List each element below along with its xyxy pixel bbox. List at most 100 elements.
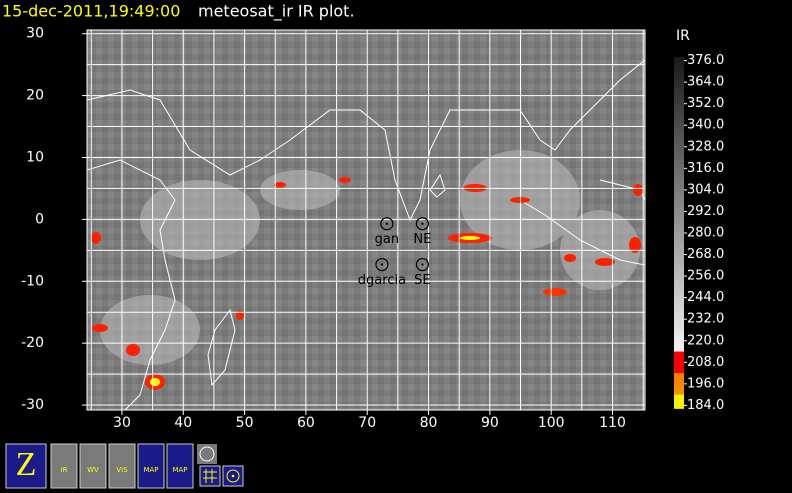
colorbar-segment: [674, 190, 684, 192]
colorbar-tick-label: 292.0: [687, 204, 724, 219]
colorbar-segment: [674, 329, 684, 331]
colorbar-segment: [674, 183, 684, 185]
colorbar-segment: [674, 378, 684, 380]
colorbar-segment: [674, 137, 684, 139]
colorbar-segment: [674, 362, 684, 364]
colorbar-tick-label: 280.0: [687, 226, 724, 241]
colorbar-segment: [674, 406, 684, 408]
colorbar-segment: [674, 118, 684, 120]
colorbar-segment: [674, 60, 684, 62]
colorbar-segment: [674, 244, 684, 246]
toolbar-button[interactable]: [137, 443, 165, 489]
colorbar-segment: [674, 231, 684, 233]
colorbar-segment: [674, 68, 684, 70]
colorbar-segment: [674, 333, 684, 335]
colorbar-segment: [674, 86, 684, 88]
colorbar-segment: [674, 83, 684, 85]
colorbar-segment: [674, 294, 684, 296]
colorbar-segment: [674, 164, 684, 166]
toolbar-button-label: MAP: [143, 466, 158, 474]
colorbar-segment: [674, 145, 684, 147]
colorbar-segment: [674, 153, 684, 155]
colorbar-segment: [674, 127, 684, 129]
colorbar-segment: [674, 234, 684, 236]
colorbar-segment: [674, 334, 684, 336]
colorbar-segment: [674, 167, 684, 169]
colorbar-segment: [674, 314, 684, 316]
colorbar-segment: [674, 381, 684, 383]
x-tick-label: 110: [599, 415, 626, 431]
colorbar-segment: [674, 237, 684, 239]
colorbar-segment: [674, 351, 684, 353]
colorbar-tick-label: 256.0: [687, 269, 724, 284]
colorbar-segment: [674, 108, 684, 110]
colorbar-segment: [674, 191, 684, 193]
colorbar-tick-label: 328.0: [687, 139, 724, 154]
colorbar-segment: [674, 135, 684, 137]
colorbar-segment: [674, 383, 684, 385]
station-marker: [415, 217, 430, 231]
colorbar-segment: [674, 72, 684, 74]
colorbar-segment: [674, 365, 684, 367]
colorbar-segment: [674, 251, 684, 253]
toolbar-button[interactable]: [166, 443, 194, 489]
colorbar-segment: [674, 304, 684, 306]
colorbar-segment: [674, 204, 684, 206]
colorbar-segment: [674, 81, 684, 83]
colorbar-segment: [674, 67, 684, 69]
colorbar-segment: [674, 160, 684, 162]
colorbar-segment: [674, 322, 684, 324]
colorbar-segment: [674, 249, 684, 251]
logo-button[interactable]: [5, 443, 47, 489]
toolbar-button[interactable]: [50, 443, 78, 489]
toolbar-button[interactable]: [79, 443, 107, 489]
colorbar-segment: [674, 199, 684, 201]
colorbar-tick-label: 316.0: [687, 161, 724, 176]
colorbar-segment: [674, 256, 684, 258]
grid-button[interactable]: [199, 465, 221, 487]
colorbar-segment: [674, 368, 684, 370]
colorbar-segment: [674, 305, 684, 307]
colorbar-segment: [674, 69, 684, 71]
x-tick-label: 90: [481, 415, 499, 431]
colorbar-segment: [674, 335, 684, 337]
colorbar-segment: [674, 297, 684, 299]
colorbar-segment: [674, 252, 684, 254]
colorbar-segment: [674, 358, 684, 360]
colorbar-segment: [674, 141, 684, 143]
colorbar-segment: [674, 282, 684, 284]
colorbar-segment: [674, 312, 684, 314]
colorbar-segment: [674, 132, 684, 134]
colorbar-segment: [674, 264, 684, 266]
x-tick-label: 80: [420, 415, 438, 431]
colorbar-segment: [674, 405, 684, 407]
y-tick-label: 30: [26, 26, 44, 42]
colorbar-segment: [674, 391, 684, 393]
colorbar-segment: [674, 147, 684, 149]
colorbar-segment: [674, 386, 684, 388]
toolbar-button[interactable]: [108, 443, 136, 489]
colorbar-segment: [674, 337, 684, 339]
colorbar-segment: [674, 189, 684, 191]
colorbar-segment: [674, 144, 684, 146]
colorbar-segment: [674, 360, 684, 362]
colorbar-segment: [674, 186, 684, 188]
colorbar-segment: [674, 206, 684, 208]
colorbar-segment: [674, 155, 684, 157]
colorbar-segment: [674, 156, 684, 158]
colorbar-segment: [674, 102, 684, 104]
colorbar-segment: [674, 293, 684, 295]
colorbar-segment: [674, 349, 684, 351]
colorbar-segment: [674, 220, 684, 222]
colorbar-segment: [674, 385, 684, 387]
colorbar-segment: [674, 77, 684, 79]
colorbar-segment: [674, 114, 684, 116]
colorbar-segment: [674, 389, 684, 391]
colorbar-segment: [674, 66, 684, 68]
station-label: dgarcia: [358, 273, 406, 288]
colorbar-segment: [674, 310, 684, 312]
colorbar-segment: [674, 91, 684, 93]
colorbar-segment: [674, 149, 684, 151]
colorbar-segment: [674, 121, 684, 123]
